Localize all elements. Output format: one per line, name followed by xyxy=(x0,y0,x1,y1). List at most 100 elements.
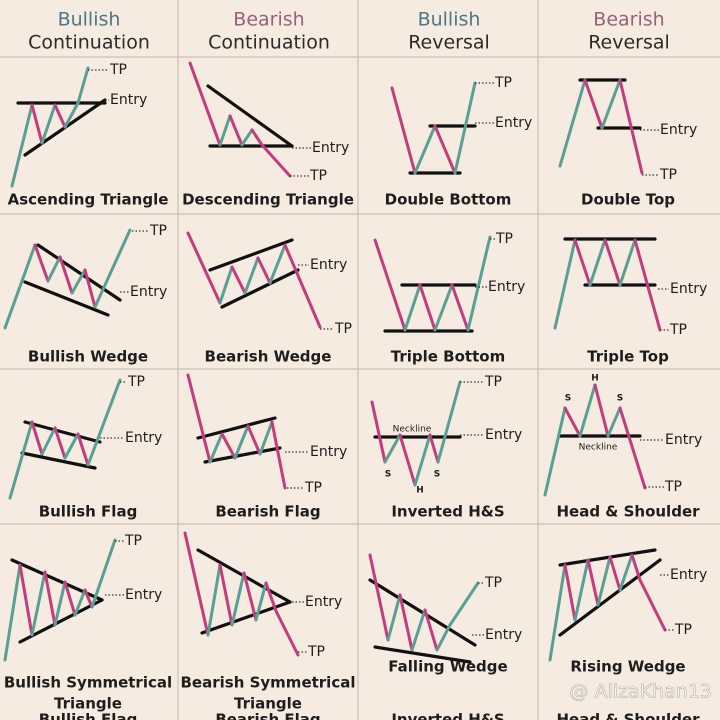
price-leg xyxy=(256,256,272,285)
price-leg xyxy=(218,563,234,627)
price-leg xyxy=(30,103,44,145)
trend-line xyxy=(206,84,294,148)
pattern-name: Inverted H&S xyxy=(391,503,504,521)
price-leg xyxy=(73,588,87,617)
price-leg xyxy=(600,78,622,130)
tp-label: TP xyxy=(659,167,677,183)
pattern-name: Triangle xyxy=(54,695,122,713)
pattern-cell: Entry TP Double Bottom xyxy=(385,75,533,209)
price-leg xyxy=(260,143,292,178)
tp-label: TP xyxy=(309,168,327,184)
price-leg xyxy=(543,406,567,497)
trend-line xyxy=(368,578,477,647)
price-leg xyxy=(208,432,224,464)
pattern-name: Triple Bottom xyxy=(391,348,505,366)
pattern-name: Bullish Symmetrical xyxy=(4,674,172,692)
price-leg xyxy=(558,78,587,168)
neckline-label: Neckline xyxy=(579,443,618,453)
tp-label: TP xyxy=(484,575,502,591)
price-leg xyxy=(633,238,662,332)
price-leg xyxy=(3,243,37,330)
price-leg xyxy=(433,124,457,175)
price-leg xyxy=(186,231,222,305)
price-leg xyxy=(588,238,607,287)
price-leg xyxy=(596,555,612,607)
price-leg xyxy=(586,558,600,607)
price-leg xyxy=(398,593,414,652)
shoulder-label: S xyxy=(617,394,623,404)
pattern-name: Bullish Flag xyxy=(39,503,138,521)
price-leg xyxy=(218,265,234,305)
neckline-label: Neckline xyxy=(393,425,432,435)
head-label: H xyxy=(416,486,424,496)
pattern-name: Ascending Triangle xyxy=(8,191,169,209)
tp-label: TP xyxy=(334,321,352,337)
pattern-name: Triangle xyxy=(234,695,302,713)
entry-label: Entry xyxy=(488,279,525,295)
price-leg xyxy=(563,563,577,622)
cutoff-label: Head & Shoulder xyxy=(556,711,700,720)
price-leg xyxy=(428,433,440,464)
pattern-cell: Entry TP Ascending Triangle xyxy=(8,62,169,209)
price-leg xyxy=(573,238,592,287)
price-leg xyxy=(413,124,437,175)
price-leg xyxy=(220,432,237,460)
price-leg xyxy=(436,380,462,464)
pattern-cell: Entry TP Rising Wedge xyxy=(548,548,707,676)
price-leg xyxy=(606,406,622,438)
entry-label: Entry xyxy=(305,594,342,610)
tp-label: TP xyxy=(669,322,687,338)
tp-label: TP xyxy=(674,622,692,638)
pattern-name: Bearish Flag xyxy=(215,503,320,521)
tp-label: TP xyxy=(307,644,325,660)
price-leg xyxy=(218,114,232,147)
pattern-name: Triple Top xyxy=(587,348,669,366)
price-leg xyxy=(258,420,274,456)
trend-line xyxy=(220,268,300,309)
price-leg xyxy=(63,101,80,129)
price-leg xyxy=(30,420,44,456)
price-leg xyxy=(228,114,244,147)
pattern-cell: Entry TP Bullish Wedge xyxy=(3,223,167,366)
price-leg xyxy=(93,228,132,309)
shoulder-label: S xyxy=(565,394,571,404)
price-leg xyxy=(40,426,57,456)
cutoff-label: Bullish Flag xyxy=(39,711,138,720)
pattern-cell: Entry TP Bearish Flag xyxy=(186,373,347,521)
price-leg xyxy=(250,128,264,147)
price-leg xyxy=(373,238,407,332)
price-leg xyxy=(435,623,452,652)
price-leg xyxy=(242,571,258,622)
trend-line xyxy=(203,446,282,464)
head-label: H xyxy=(591,374,599,384)
entry-label: Entry xyxy=(310,444,347,460)
price-leg xyxy=(183,531,210,637)
pattern-name: Double Top xyxy=(581,191,675,209)
price-leg xyxy=(53,580,67,627)
price-leg xyxy=(18,563,34,637)
price-leg xyxy=(230,265,247,295)
pattern-cell: Entry TP Bullish Symmetrical Triangle xyxy=(3,533,172,713)
price-leg xyxy=(83,588,94,609)
pattern-cell: Entry TP Falling Wedge xyxy=(368,553,522,676)
price-leg xyxy=(450,283,470,332)
price-leg xyxy=(608,555,622,592)
trend-line xyxy=(196,416,277,440)
price-leg xyxy=(246,424,262,456)
price-leg xyxy=(453,81,477,175)
entry-label: Entry xyxy=(310,257,347,273)
pattern-name: Double Bottom xyxy=(385,191,512,209)
price-leg xyxy=(390,86,417,175)
price-leg xyxy=(30,570,47,637)
price-leg xyxy=(618,238,637,287)
tp-label: TP xyxy=(109,62,127,78)
pattern-name: Descending Triangle xyxy=(182,191,354,209)
trend-line xyxy=(23,420,102,444)
header-bottom: Reversal xyxy=(408,32,490,54)
pattern-name: Bearish Symmetrical xyxy=(181,674,356,692)
price-leg xyxy=(603,238,622,287)
trend-line xyxy=(36,243,122,302)
